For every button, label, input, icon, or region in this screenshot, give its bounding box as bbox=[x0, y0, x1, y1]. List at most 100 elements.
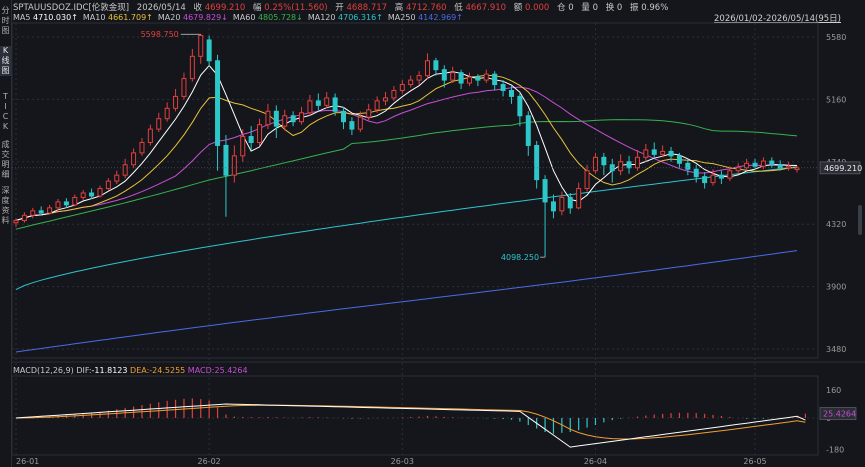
candle-body bbox=[643, 149, 649, 158]
sidebar-tab-char: 度 bbox=[1, 196, 10, 205]
candle-body bbox=[265, 110, 271, 126]
ma-value-ma10: 4661.709↑ bbox=[108, 13, 153, 22]
candle-body bbox=[198, 35, 204, 57]
max-price-label: 5598.750 bbox=[141, 30, 179, 39]
candle-body bbox=[97, 188, 103, 197]
macd-label: MACD: bbox=[187, 366, 215, 375]
sidebar-tab-char: C bbox=[2, 112, 9, 121]
candle-body bbox=[517, 95, 523, 117]
turnover-field: 换 0 bbox=[605, 3, 623, 13]
candle-body bbox=[391, 89, 397, 99]
x-tick-label: 26-03 bbox=[391, 457, 414, 466]
candle-body bbox=[710, 174, 716, 184]
candle-body bbox=[139, 141, 145, 154]
candle-body bbox=[693, 168, 699, 178]
x-tick-label: 26-04 bbox=[584, 457, 607, 466]
candle-body bbox=[189, 55, 195, 80]
candle-body bbox=[450, 72, 456, 81]
sidebar-tab-3[interactable]: 成交明细 bbox=[0, 140, 11, 180]
ma-label-ma120: MA120 bbox=[307, 13, 339, 22]
candle-body bbox=[341, 110, 347, 123]
date-label: 2026/05/14 bbox=[136, 3, 186, 13]
candle-body bbox=[164, 107, 170, 120]
sidebar-tab-char: 成 bbox=[1, 140, 10, 149]
candle-body bbox=[324, 97, 330, 106]
x-tick-label: 26-02 bbox=[198, 457, 221, 466]
sidebar-tab-char: 图 bbox=[1, 66, 10, 75]
current-price-tag: 4699.210 bbox=[824, 164, 862, 173]
high-field: 高 4712.760 bbox=[394, 3, 447, 13]
candle-body bbox=[55, 201, 61, 209]
ma-label-ma20: MA20 bbox=[157, 13, 183, 22]
sidebar-tab-char: 分 bbox=[1, 6, 10, 15]
y-tick-label: 5580 bbox=[826, 33, 846, 42]
macd-tag-box bbox=[819, 407, 857, 420]
candle-body bbox=[534, 144, 540, 181]
sidebar-tab-0[interactable]: 分时图 bbox=[0, 6, 11, 36]
candle-body bbox=[231, 155, 237, 176]
candle-body bbox=[559, 196, 565, 212]
candle-body bbox=[114, 174, 120, 182]
candle-body bbox=[685, 162, 691, 170]
ma-label-ma10: MA10 bbox=[82, 13, 108, 22]
ma-value-ma60: 4805.728↓ bbox=[257, 13, 303, 22]
dif-line bbox=[15, 403, 806, 448]
change-field: 幅 0.25%(11.560) bbox=[252, 3, 328, 13]
current-price-tag-box bbox=[819, 161, 861, 175]
sidebar-tab-char: K bbox=[2, 46, 9, 55]
sidebar-tab-4[interactable]: 深度资料 bbox=[0, 186, 11, 226]
candle-body bbox=[500, 84, 506, 91]
candle-body bbox=[735, 167, 741, 172]
sidebar-tab-char: 明 bbox=[1, 160, 10, 169]
candle-body bbox=[508, 89, 514, 97]
candle-body bbox=[424, 60, 430, 77]
min-price-label: 4098.250 bbox=[501, 253, 539, 262]
candle-body bbox=[357, 116, 363, 130]
candle-body bbox=[483, 73, 489, 81]
candle-body bbox=[206, 39, 212, 62]
candle-body bbox=[181, 78, 187, 97]
ma-value-ma20: 4679.829↓ bbox=[182, 13, 228, 22]
ma10-line bbox=[15, 74, 798, 221]
macd-current-tag: 25.4264 bbox=[823, 410, 856, 419]
candle-body bbox=[752, 162, 758, 167]
candle-body bbox=[433, 60, 439, 71]
candle-body bbox=[618, 161, 624, 172]
amplitude-field: 振 0.96% bbox=[630, 3, 669, 13]
sidebar-tab-char: 资 bbox=[1, 206, 10, 215]
low-field: 低 4667.910 bbox=[454, 3, 507, 13]
dea-line bbox=[15, 404, 806, 440]
candle-body bbox=[592, 156, 598, 172]
price-panel-frame bbox=[11, 22, 819, 359]
candle-body bbox=[72, 196, 78, 206]
y-axis-scroll-handle[interactable] bbox=[858, 205, 862, 235]
candle-body bbox=[550, 201, 556, 212]
sidebar-tab-char: 线 bbox=[1, 56, 10, 65]
candle-body bbox=[349, 121, 355, 130]
candle-body bbox=[584, 170, 590, 190]
candle-body bbox=[668, 150, 674, 157]
y-tick-label: 4320 bbox=[826, 220, 846, 229]
dif-label: DIF: bbox=[76, 366, 92, 375]
candle-body bbox=[131, 152, 137, 166]
sidebar-tab-char: K bbox=[2, 122, 9, 131]
candle-body bbox=[38, 210, 44, 214]
date-range-link[interactable]: 2026/01/02-2026/05/14(95日) bbox=[714, 14, 841, 24]
candle-body bbox=[626, 161, 632, 169]
candle-body bbox=[248, 136, 254, 143]
candle-body bbox=[576, 188, 582, 209]
candle-body bbox=[651, 149, 657, 155]
position-field: 仓 0 bbox=[557, 3, 574, 13]
symbol-label: SPTAUUSDOZ.IDC[伦敦金现] bbox=[13, 3, 130, 13]
candle-body bbox=[30, 210, 36, 216]
candle-body bbox=[492, 73, 498, 86]
sidebar-tab-char: 图 bbox=[1, 26, 10, 35]
candle-body bbox=[47, 207, 53, 214]
candle-body bbox=[786, 165, 792, 169]
candle-body bbox=[63, 201, 69, 206]
candle-body bbox=[290, 115, 296, 123]
candle-body bbox=[408, 79, 414, 86]
